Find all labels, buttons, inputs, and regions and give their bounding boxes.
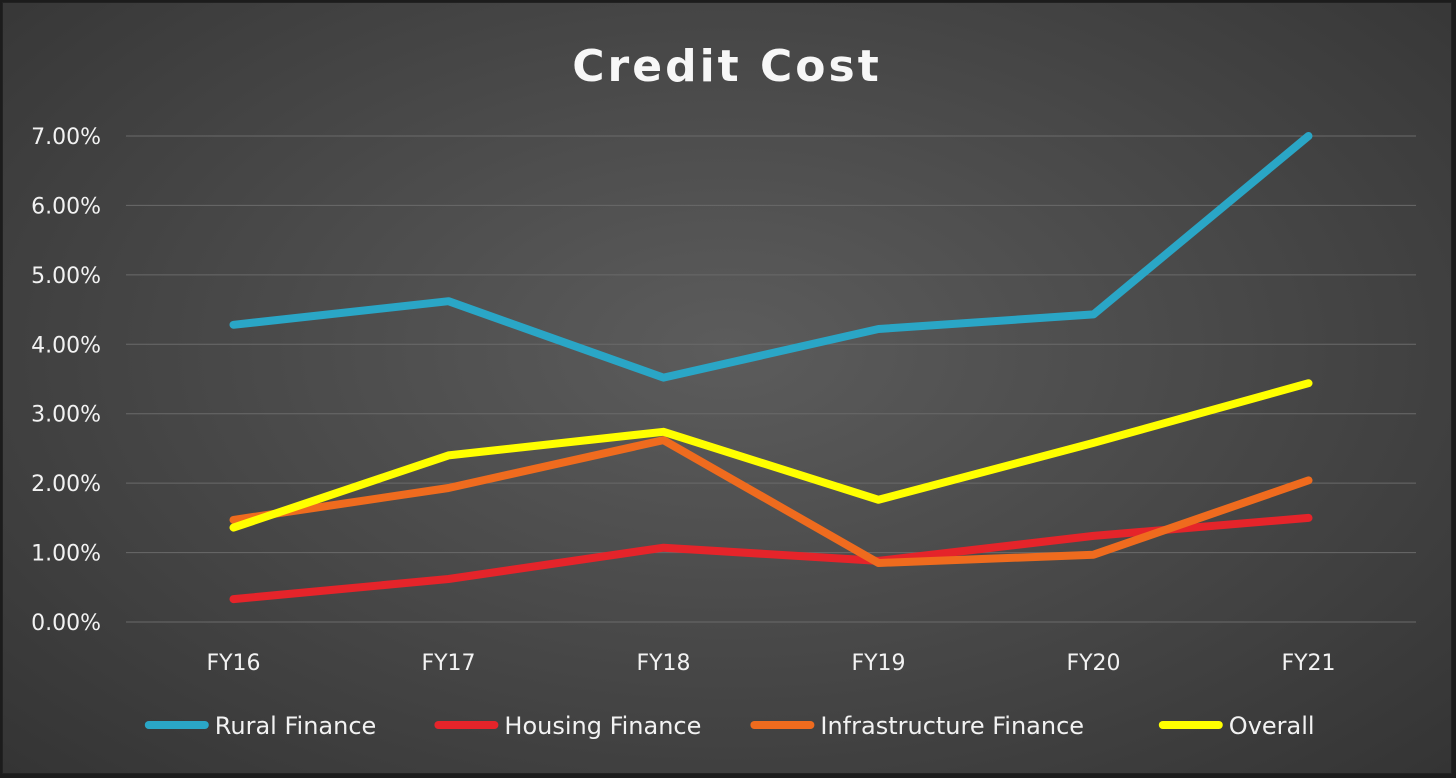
gridlines (126, 135, 1416, 623)
legend-label: Overall (1229, 712, 1315, 740)
legend-item: Infrastructure Finance (750, 712, 1084, 740)
y-tick-label: 4.00% (31, 333, 101, 358)
y-tick-label: 2.00% (31, 472, 101, 497)
series-line-infrastructure-finance (229, 436, 1313, 567)
legend-item: Housing Finance (434, 712, 701, 740)
series-line-rural-finance (229, 132, 1313, 382)
y-tick-label: 3.00% (31, 403, 101, 428)
y-axis-tick-labels: 0.00% 1.00% 2.00% 3.00% 4.00% 5.00% 6.00% 7.00% (31, 125, 101, 636)
y-tick-label: 7.00% (31, 125, 101, 150)
y-tick-label: 5.00% (31, 264, 101, 289)
x-axis-tick-labels: FY16 FY17 FY18 FY19 FY20 FY21 (206, 651, 1335, 676)
x-tick-label: FY20 (1066, 651, 1120, 676)
chart-title: Credit Cost (572, 41, 882, 92)
y-tick-label: 1.00% (31, 542, 101, 567)
legend: Rural Finance Housing Finance Infrastructu… (144, 712, 1315, 740)
series-lines (229, 132, 1313, 604)
legend-item: Rural Finance (144, 712, 376, 740)
x-tick-label: FY18 (636, 651, 690, 676)
legend-label: Rural Finance (215, 712, 376, 740)
legend-label: Infrastructure Finance (820, 712, 1084, 740)
y-tick-label: 0.00% (31, 611, 101, 636)
series-line-housing-finance (229, 513, 1313, 604)
x-tick-label: FY16 (206, 651, 260, 676)
x-tick-label: FY19 (851, 651, 905, 676)
x-tick-label: FY21 (1281, 651, 1335, 676)
series-line-overall (229, 379, 1313, 532)
x-tick-label: FY17 (421, 651, 475, 676)
legend-label: Housing Finance (504, 712, 701, 740)
y-tick-label: 6.00% (31, 194, 101, 219)
legend-item: Overall (1158, 712, 1315, 740)
line-chart: Credit Cost 0.00% 1.00% 2.00% 3.00% 4.00% 5.0… (31, 41, 1416, 740)
